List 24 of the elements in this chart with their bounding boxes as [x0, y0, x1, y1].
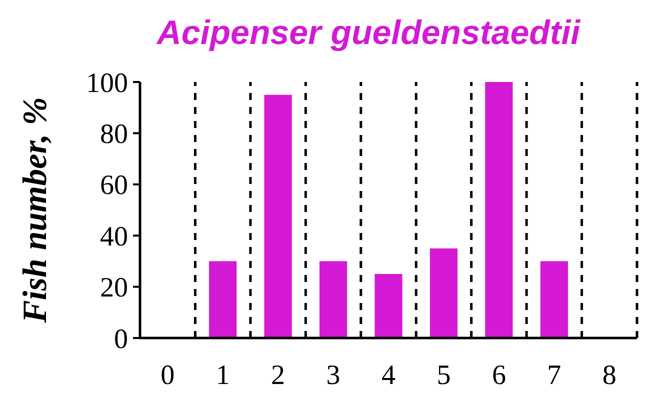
- bar: [209, 261, 237, 338]
- x-tick-label: 6: [492, 360, 506, 391]
- bar: [374, 274, 402, 338]
- y-tick-label: 60: [100, 170, 128, 202]
- bar: [319, 261, 348, 338]
- x-tick-label: 2: [271, 360, 286, 391]
- y-tick-label: 40: [100, 221, 128, 252]
- chart-title: Acipenser gueldenstaedtii: [156, 14, 582, 52]
- x-tick-label: 8: [602, 360, 616, 391]
- x-tick-label: 3: [326, 360, 340, 391]
- x-tick-label: 4: [382, 360, 396, 391]
- x-tick-label: 5: [436, 360, 451, 391]
- y-tick-label: 0: [114, 324, 128, 355]
- bar: [540, 261, 568, 338]
- bar: [485, 82, 513, 338]
- y-tick-label: 20: [100, 272, 128, 304]
- bar: [430, 248, 458, 338]
- bar: [264, 94, 292, 338]
- x-tick-label: 0: [160, 360, 175, 391]
- y-tick-label: 100: [86, 68, 128, 99]
- y-axis-title: Fish number, %: [17, 97, 54, 324]
- x-tick-label: 1: [216, 360, 230, 391]
- x-tick-label: 7: [547, 360, 562, 391]
- y-tick-label: 80: [100, 119, 128, 150]
